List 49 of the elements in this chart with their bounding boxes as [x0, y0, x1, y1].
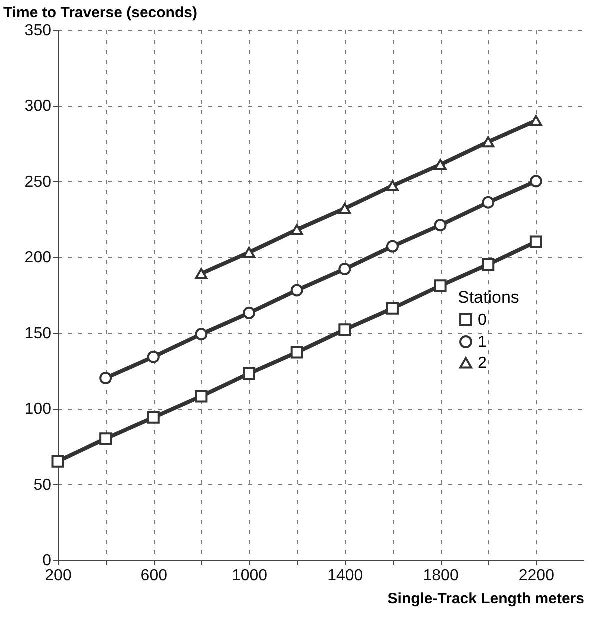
y-tick-label: 200 [24, 250, 52, 267]
point [290, 224, 304, 236]
point [243, 368, 256, 380]
x-tick-label: 1400 [328, 568, 364, 584]
y-tick-label: 100 [24, 401, 52, 418]
point [386, 240, 399, 253]
point [530, 175, 542, 188]
x-tick-label: 2200 [518, 568, 555, 584]
point [338, 263, 352, 276]
x-tick-label: 600 [140, 568, 168, 584]
point [243, 306, 256, 320]
y-tick-label: 350 [24, 22, 52, 40]
legend-label: 0 [478, 312, 487, 329]
point [147, 411, 160, 424]
point [100, 372, 112, 385]
point [195, 390, 208, 403]
legend-label: 2 [478, 355, 487, 372]
point [290, 284, 304, 297]
point [386, 180, 399, 192]
x-tick-label: 1800 [423, 568, 459, 584]
point [530, 115, 542, 126]
point [290, 346, 304, 359]
point [530, 236, 542, 248]
y-tick-label: 150 [24, 325, 52, 342]
y-tick-label: 250 [24, 174, 52, 191]
point [386, 302, 399, 315]
legend-title: Stations [458, 288, 520, 307]
y-tick-label: 50 [34, 476, 52, 494]
y-axis-title: Time to Traverse (seconds) [4, 4, 198, 22]
legend-label: 1 [478, 334, 487, 351]
x-tick-label: 200 [45, 568, 72, 584]
x-axis-title: Single-Track Length meters [388, 590, 584, 608]
point [434, 280, 447, 292]
point [338, 324, 352, 336]
point [195, 328, 208, 341]
point [243, 247, 256, 258]
y-tick-label: 300 [24, 98, 52, 116]
point [482, 196, 495, 209]
point [482, 136, 495, 148]
point [338, 203, 352, 214]
point [434, 219, 447, 232]
point [100, 432, 112, 446]
point [434, 159, 447, 170]
point [147, 350, 160, 364]
point [52, 455, 64, 468]
point [195, 268, 208, 280]
y-tick-label: 0 [42, 552, 52, 570]
point [482, 258, 495, 271]
x-tick-label: 1000 [232, 568, 268, 584]
